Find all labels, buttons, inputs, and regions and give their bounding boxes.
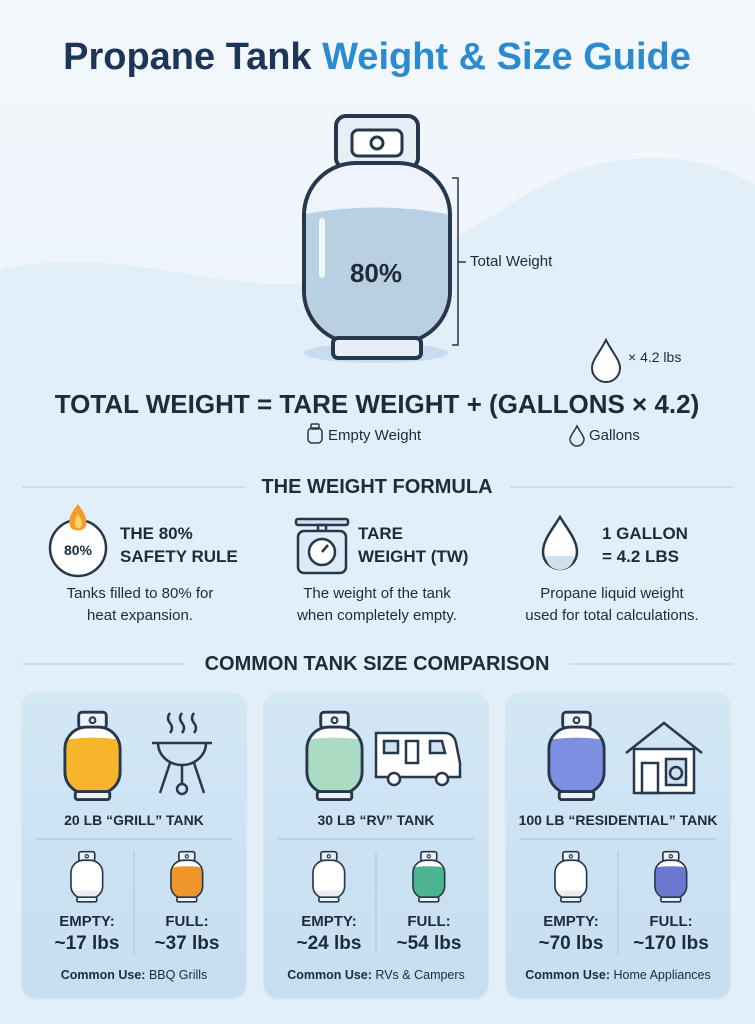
card-art [520, 710, 716, 955]
card-title: 20 LB “GRILL” TANK [64, 812, 204, 828]
item-description: Propane liquid weight [540, 585, 684, 602]
formula: TOTAL WEIGHT = TARE WEIGHT + (GALLONS × … [54, 389, 700, 419]
rv-icon [374, 731, 462, 787]
full-label: FULL: [649, 913, 693, 930]
tank-card: 20 LB “GRILL” TANK EMPTY: ~17 lbs FULL: ~37 … [22, 693, 246, 998]
house-icon [625, 721, 703, 795]
item-title: WEIGHT (TW) [358, 547, 469, 566]
total-weight-label: Total Weight [470, 253, 553, 270]
tank-icon [547, 710, 606, 801]
empty-weight-note: Empty Weight [328, 427, 422, 444]
section-heading: THE WEIGHT FORMULA [261, 476, 493, 498]
empty-label: EMPTY: [59, 913, 115, 930]
item-description: The weight of the tank [303, 585, 451, 602]
empty-weight: ~24 lbs [296, 933, 362, 954]
use-value: BBQ Grills [148, 968, 208, 982]
tank-icon [412, 850, 446, 903]
title: Propane Tank Weight & Size Guide [63, 36, 691, 79]
section-rules [22, 486, 733, 665]
use-label: Common Use: [525, 968, 610, 982]
gallon-drop-fill [546, 556, 574, 570]
use-value: RVs & Campers [375, 968, 465, 982]
use-label: Common Use: [60, 968, 146, 982]
tank-icon [312, 850, 346, 903]
title-part: Weight & Size Guide [322, 36, 691, 78]
gallons-note: Gallons [589, 427, 640, 444]
item-description: Tanks filled to 80% for [66, 585, 214, 602]
common-use: Common Use: BBQ Grills [61, 968, 208, 982]
item-title: THE 80% [120, 524, 193, 543]
scale-icon [294, 517, 350, 575]
common-use: Common Use: Home Appliances [525, 968, 711, 982]
card-art [278, 710, 474, 955]
empty-label: EMPTY: [543, 913, 599, 930]
item-description: heat expansion. [87, 607, 193, 624]
drop-label: × 4.2 lbs [628, 349, 682, 365]
item-title: 1 GALLON [602, 524, 688, 543]
tank-icon [305, 710, 364, 801]
drop-icon [590, 337, 622, 383]
empty-weight: ~17 lbs [54, 933, 120, 954]
item-description: used for total calculations. [525, 607, 699, 624]
use-label: Common Use: [287, 968, 372, 982]
tank-icon [63, 710, 122, 801]
hero-tank [302, 114, 452, 363]
full-weight: ~37 lbs [154, 933, 220, 954]
card-title: 30 LB “RV” TANK [317, 812, 435, 828]
use-value: Home Appliances [613, 968, 711, 982]
tank-card: 100 LB “RESIDENTIAL” TANK EMPTY: ~70 lbs FU… [506, 693, 730, 998]
section-heading: COMMON TANK SIZE COMPARISON [204, 653, 550, 675]
tank-icon [554, 850, 588, 903]
tank-card: 30 LB “RV” TANK EMPTY: ~24 lbs FULL: ~54 lbs… [264, 693, 488, 998]
empty-label: EMPTY: [301, 913, 357, 930]
card-title: 100 LB “RESIDENTIAL” TANK [518, 812, 718, 828]
full-label: FULL: [165, 913, 209, 930]
common-use: Common Use: RVs & Campers [287, 968, 465, 982]
full-weight: ~54 lbs [396, 933, 462, 954]
full-label: FULL: [407, 913, 451, 930]
item-title: TARE [358, 524, 404, 543]
note-icons [307, 423, 585, 447]
empty-weight: ~70 lbs [538, 933, 604, 954]
badge: 80% [63, 542, 93, 558]
safety-icon [48, 504, 108, 578]
tank-icon [170, 850, 204, 903]
grill-icon [152, 712, 212, 796]
title-part: Propane Tank [63, 36, 312, 78]
fill-label: 80% [349, 258, 403, 288]
tank-icon [70, 850, 104, 903]
tank-icon [654, 850, 688, 903]
item-title: SAFETY RULE [120, 547, 238, 566]
card-art [36, 710, 232, 955]
full-weight: ~170 lbs [633, 933, 709, 954]
item-description: when completely empty. [297, 607, 457, 624]
item-title: = 4.2 LBS [602, 547, 680, 566]
